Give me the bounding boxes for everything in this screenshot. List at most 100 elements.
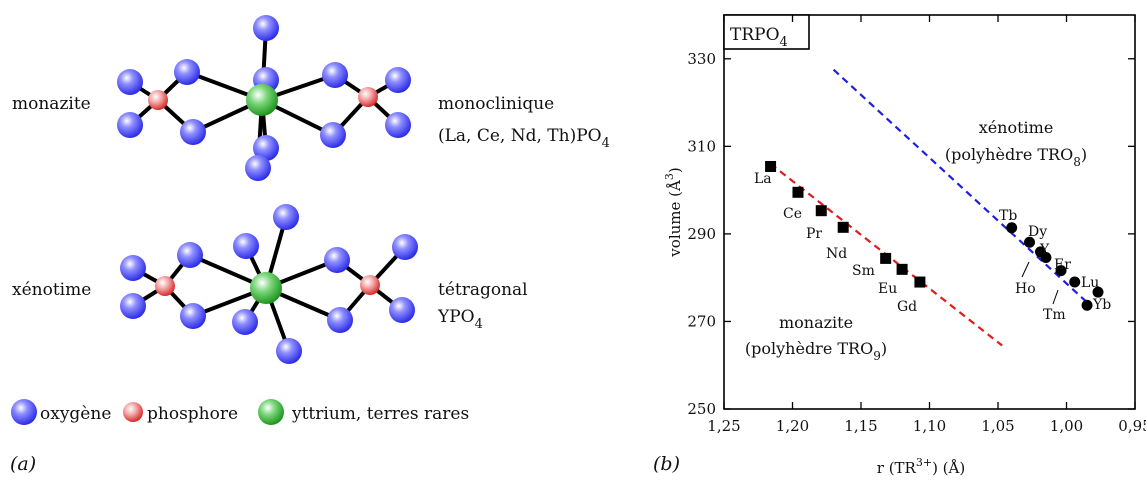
x-tick-label: 1,05 bbox=[981, 417, 1014, 435]
monazite-point-gd bbox=[914, 276, 926, 288]
xenotime-point-yb bbox=[1081, 299, 1093, 311]
tetragonal-label: tétragonal bbox=[438, 280, 528, 300]
oxygen-atom bbox=[276, 338, 302, 364]
phosphorus-atom bbox=[358, 87, 378, 107]
monoclinique-label: monoclinique bbox=[438, 94, 554, 114]
monazite-polyhedron-annotation: (polyhèdre TRO9) bbox=[745, 339, 887, 363]
x-tick-label: 1,25 bbox=[707, 417, 740, 435]
point-label-ce: Ce bbox=[783, 206, 802, 222]
xenotime-points bbox=[1006, 222, 1104, 311]
chart-title: TRPO4 bbox=[730, 25, 788, 50]
xenotime-structure bbox=[120, 204, 418, 364]
xenotime-point-ho bbox=[1040, 252, 1052, 264]
panel-label-a: (a) bbox=[10, 453, 36, 475]
oxygen-atom bbox=[253, 135, 279, 161]
point-label-sm: Sm bbox=[852, 263, 875, 279]
x-tick-label: 1,15 bbox=[844, 417, 877, 435]
monazite-point-eu bbox=[896, 263, 908, 275]
phosphorus-legend-swatch bbox=[123, 402, 143, 422]
x-tick-label: 1,20 bbox=[776, 417, 809, 435]
monazite-point-pr bbox=[815, 205, 827, 217]
point-label-dy: Dy bbox=[1028, 224, 1047, 240]
oxygen-atom bbox=[180, 119, 206, 145]
monazite-point-nd bbox=[837, 221, 849, 233]
point-label-ho: Ho bbox=[1015, 281, 1036, 297]
xenotime-annotation: xénotime bbox=[979, 118, 1054, 137]
oxygen-atom bbox=[180, 303, 206, 329]
oxygen-atom bbox=[174, 59, 200, 85]
oxygen-atom bbox=[385, 112, 411, 138]
oxygen-atom bbox=[232, 309, 258, 335]
oxygen-legend-label: oxygène bbox=[40, 404, 111, 424]
y-tick-label: 250 bbox=[687, 400, 716, 418]
point-label-lu: Lu bbox=[1081, 275, 1099, 291]
phosphorus-legend-label: phosphore bbox=[147, 404, 238, 424]
oxygen-atom bbox=[233, 233, 259, 259]
y-tick-label: 290 bbox=[687, 225, 716, 243]
point-label-gd: Gd bbox=[897, 299, 917, 315]
oxygen-atom bbox=[273, 204, 299, 230]
phosphorus-atom bbox=[155, 276, 175, 296]
monazite-annotation: monazite bbox=[779, 313, 853, 332]
oxygen-atom bbox=[117, 112, 143, 138]
oxygen-legend-swatch bbox=[11, 399, 37, 425]
point-label-yb: Yb bbox=[1092, 297, 1111, 313]
point-label-tb: Tb bbox=[999, 208, 1017, 224]
xenotime-point-tm bbox=[1069, 276, 1081, 288]
point-label-pr: Pr bbox=[806, 226, 822, 242]
xenotime-point-tb bbox=[1006, 222, 1018, 234]
x-ticks: 1,25 1,20 1,15 1,10 1,05 1,00 0,95 bbox=[707, 15, 1146, 435]
panel-label-b: (b) bbox=[653, 453, 680, 475]
oxygen-atom bbox=[385, 67, 411, 93]
chart-title-box bbox=[723, 14, 810, 50]
point-label-nd: Nd bbox=[826, 246, 847, 262]
monazite-label: monazite bbox=[12, 94, 91, 114]
x-tick-label: 1,10 bbox=[913, 417, 946, 435]
rare-earth-legend-label: yttrium, terres rares bbox=[291, 404, 469, 424]
x-tick-label: 0,95 bbox=[1118, 417, 1146, 435]
oxygen-atom bbox=[253, 15, 279, 41]
xenotime-polyhedron-annotation: (polyhèdre TRO8) bbox=[945, 145, 1087, 169]
xenotime-formula: YPO4 bbox=[437, 307, 483, 332]
oxygen-atom bbox=[245, 155, 271, 181]
chart-b: TRPO4 1,25 1,20 1,15 1,10 1,05 1,00 0,95 250 27… bbox=[663, 14, 1146, 477]
phosphorus-atom bbox=[360, 275, 380, 295]
x-axis-label: r (TR3+) (Å) bbox=[877, 456, 965, 477]
atom-legend: oxygène phosphore yttrium, terres rares bbox=[11, 399, 469, 425]
oxygen-atom bbox=[117, 69, 143, 95]
monazite-formula: (La, Ce, Nd, Th)PO4 bbox=[438, 126, 610, 151]
monazite-point-sm bbox=[880, 252, 892, 264]
point-label-la: La bbox=[754, 171, 772, 187]
oxygen-atom bbox=[320, 122, 346, 148]
y-tick-label: 270 bbox=[687, 312, 716, 330]
xenotime-label: xénotime bbox=[12, 280, 91, 300]
point-label-tm: Tm bbox=[1043, 307, 1066, 323]
rare-earth-legend-swatch bbox=[258, 399, 284, 425]
point-label-er: Er bbox=[1054, 257, 1071, 273]
oxygen-atom bbox=[322, 62, 348, 88]
tm-leader-line bbox=[1052, 289, 1059, 305]
rare-earth-atom bbox=[250, 272, 282, 304]
point-label-eu: Eu bbox=[878, 281, 897, 297]
xenotime-trend-line bbox=[832, 68, 1092, 307]
rare-earth-atom bbox=[246, 84, 278, 116]
monazite-points bbox=[765, 160, 926, 288]
xenotime-point-dy bbox=[1024, 236, 1036, 248]
monazite-point-la bbox=[765, 160, 777, 172]
xenotime-point-er bbox=[1055, 265, 1067, 277]
oxygen-atom bbox=[120, 255, 146, 281]
oxygen-atom bbox=[177, 242, 203, 268]
y-tick-label: 310 bbox=[687, 137, 716, 155]
monazite-structure bbox=[117, 15, 411, 181]
oxygen-atom bbox=[120, 293, 146, 319]
y-tick-label: 330 bbox=[687, 50, 716, 68]
oxygen-atom bbox=[392, 234, 418, 260]
oxygen-atom bbox=[324, 247, 350, 273]
y-ticks: 250 270 290 310 330 bbox=[687, 50, 1135, 418]
x-tick-label: 1,00 bbox=[1050, 417, 1083, 435]
xenotime-point-lu bbox=[1092, 286, 1104, 298]
phosphorus-atom bbox=[148, 90, 168, 110]
point-label-y: Y bbox=[1039, 242, 1050, 258]
y-axis-label: volume (Å3) bbox=[663, 167, 684, 257]
